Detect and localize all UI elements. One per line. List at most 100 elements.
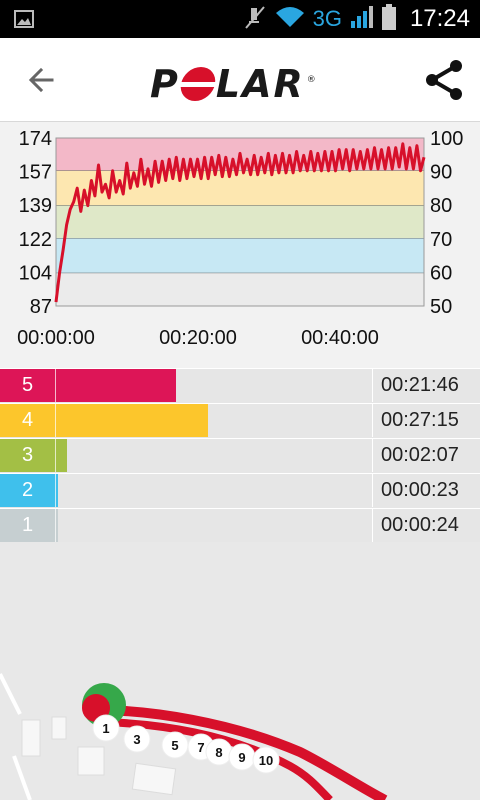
route-km-marker[interactable]: 9: [228, 743, 256, 771]
zone-duration: 00:02:07: [381, 444, 459, 466]
zone-time-cell: 00:27:15: [372, 404, 480, 437]
zone-divider: [55, 369, 56, 402]
logo-letter-p: P: [150, 62, 180, 106]
route-km-marker[interactable]: 5: [161, 731, 189, 759]
marker-label: 7: [197, 740, 204, 755]
logo-o-icon: [177, 67, 218, 101]
zone-row-4[interactable]: 4 00:27:15: [0, 403, 480, 437]
x-tick-label: 00:40:00: [301, 327, 379, 349]
zone-time-cell: 00:00:23: [372, 474, 480, 507]
zone-divider: [55, 439, 56, 472]
zone-time-bar: [56, 474, 58, 507]
status-bar: 3G 17:24: [0, 0, 480, 38]
zone-time-cell: 00:00:24: [372, 509, 480, 542]
zone-duration: 00:27:15: [381, 409, 459, 431]
marker-label: 5: [171, 738, 178, 753]
map-road: [12, 755, 32, 800]
clock: 17:24: [409, 5, 470, 32]
map-building: [21, 719, 41, 757]
zone-number: 4: [22, 409, 34, 431]
zone-color-block: 2: [0, 474, 56, 507]
route-km-marker[interactable]: 1: [92, 714, 120, 742]
zone-duration: 00:00:23: [381, 479, 459, 501]
signal-icon: [350, 5, 374, 34]
y-tick-label-right: 90: [430, 162, 452, 184]
zone-color-block: 5: [0, 369, 56, 402]
share-icon: [426, 60, 462, 100]
y-tick-label-right: 50: [430, 296, 452, 318]
plot-frame: [55, 137, 425, 307]
y-tick-label-right: 80: [430, 195, 452, 217]
map-building: [51, 716, 67, 740]
zone-row-1[interactable]: 1 00:00:24: [0, 508, 480, 542]
zone-color-block: 4: [0, 404, 56, 437]
route-map-svg: 1 3 5 7 8 9 10: [0, 673, 388, 800]
y-tick-label-left: 157: [19, 162, 52, 184]
zone-divider: [55, 404, 56, 437]
y-tick-label-right: 100: [430, 128, 463, 150]
zone-time-cell: 00:02:07: [372, 439, 480, 472]
zone-duration: 00:00:24: [381, 514, 459, 536]
network-type: 3G: [312, 6, 342, 31]
map-building: [131, 762, 177, 796]
wifi-icon: [275, 5, 305, 34]
logo-letters-lar: LAR: [215, 62, 305, 106]
y-tick-label-left: 174: [19, 128, 52, 150]
y-tick-label-right: 70: [430, 229, 452, 251]
polar-logo: P LAR ®: [150, 58, 330, 106]
x-tick-label: 00:20:00: [159, 327, 237, 349]
marker-circle: [252, 746, 280, 774]
marker-label: 3: [133, 732, 140, 747]
zone-number: 1: [22, 514, 34, 536]
mute-icon: [243, 4, 267, 35]
zone-duration: 00:21:46: [381, 374, 459, 396]
zone-time-bar: [56, 439, 68, 472]
zone-color-block: 3: [0, 439, 56, 472]
zone-divider: [55, 509, 56, 542]
zone-number: 2: [22, 479, 34, 501]
heart-rate-chart[interactable]: 174 157 139 122 104 87 100 90 80 70 60 50 00:00:00…: [0, 122, 480, 368]
zone-row-3[interactable]: 3 00:02:07: [0, 438, 480, 472]
back-arrow-icon: [28, 67, 54, 93]
logo-registered-mark: ®: [306, 75, 318, 85]
marker-label: 9: [238, 750, 245, 765]
map-buildings: [21, 716, 177, 796]
image-notification-icon: [14, 9, 34, 34]
route-km-marker[interactable]: 3: [123, 725, 151, 753]
zone-time-bar: [56, 404, 208, 437]
y-tick-label-left: 104: [19, 262, 52, 284]
y-tick-label-right: 60: [430, 262, 452, 284]
zone-band-2: [56, 238, 424, 274]
y-tick-label-left: 87: [30, 296, 52, 318]
zone-divider: [55, 474, 56, 507]
marker-label: 10: [259, 753, 273, 768]
zone-time-cell: 00:21:46: [372, 369, 480, 402]
zone-band-3: [56, 205, 424, 239]
battery-icon: [381, 3, 396, 35]
app-bar: P LAR ®: [0, 38, 480, 122]
marker-circle: [92, 714, 120, 742]
x-tick-label: 00:00:00: [17, 327, 95, 349]
back-button[interactable]: [24, 62, 60, 98]
zone-time-bar: [56, 369, 177, 402]
heart-rate-zones-table: 5 00:21:46 4 00:27:15 3 00:02:07 2 00:00:23 1 00:…: [0, 368, 480, 542]
zone-row-2[interactable]: 2 00:00:23: [0, 473, 480, 507]
marker-label: 8: [215, 745, 222, 760]
zone-number: 3: [22, 444, 34, 466]
zone-number: 5: [22, 374, 34, 396]
marker-label: 1: [102, 721, 109, 736]
y-tick-label-left: 122: [19, 229, 52, 251]
share-button[interactable]: [422, 58, 466, 102]
y-tick-label-left: 139: [19, 195, 52, 217]
map-building: [77, 746, 105, 776]
route-map[interactable]: 1 3 5 7 8 9 10: [0, 542, 480, 800]
heart-rate-line: [54, 142, 426, 303]
zone-band-1: [56, 273, 424, 306]
zone-row-5[interactable]: 5 00:21:46: [0, 368, 480, 402]
heart-rate-chart-svg: 174 157 139 122 104 87 100 90 80 70 60 50 00:00:00…: [17, 128, 463, 349]
route-km-marker[interactable]: 10: [252, 746, 280, 774]
route-km-marker[interactable]: 8: [205, 738, 233, 766]
route-line: [95, 705, 388, 800]
zone-color-block: 1: [0, 509, 56, 542]
marker-circle: [123, 725, 151, 753]
